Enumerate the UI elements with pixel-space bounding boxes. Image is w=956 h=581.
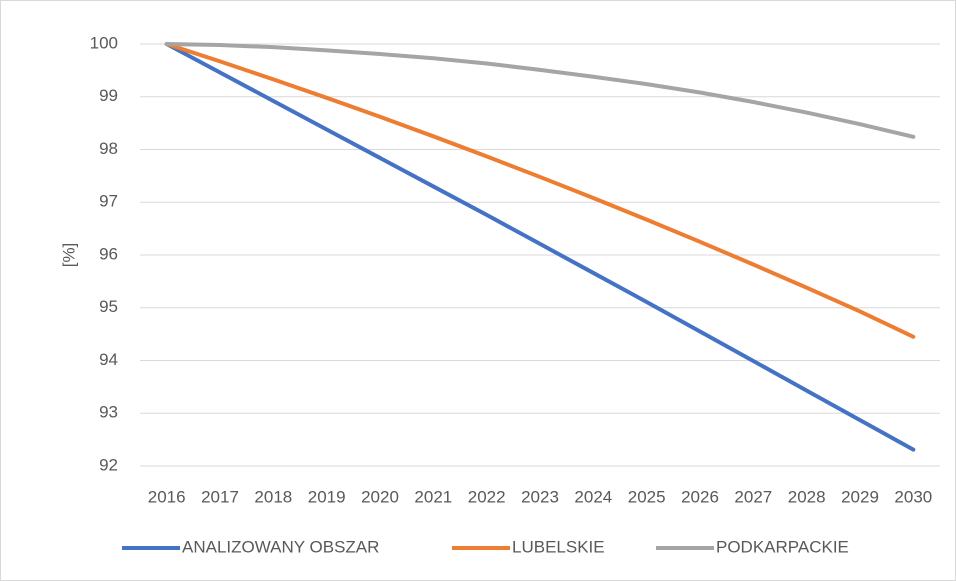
series-line [164, 42, 916, 339]
x-tick-label: 2030 [894, 487, 932, 506]
x-tick-label: 2019 [308, 487, 346, 506]
legend-label: LUBELSKIE [512, 537, 605, 556]
y-tick-label: 97 [99, 192, 118, 211]
x-tick-label: 2028 [788, 487, 826, 506]
y-tick-label: 98 [99, 139, 118, 158]
x-tick-label: 2026 [681, 487, 719, 506]
series-line [164, 42, 916, 452]
legend-label: ANALIZOWANY OBSZAR [182, 537, 379, 556]
x-tick-label: 2020 [361, 487, 399, 506]
y-tick-label: 96 [99, 244, 118, 263]
y-axis-label: [%] [59, 243, 78, 268]
x-tick-label: 2016 [148, 487, 186, 506]
legend-label: PODKARPACKIE [716, 537, 849, 556]
y-tick-label: 99 [99, 86, 118, 105]
x-tick-label: 2017 [201, 487, 239, 506]
y-tick-label: 95 [99, 297, 118, 316]
x-tick-label: 2022 [468, 487, 506, 506]
y-tick-label: 92 [99, 455, 118, 474]
x-tick-label: 2023 [521, 487, 559, 506]
x-tick-label: 2029 [841, 487, 879, 506]
y-tick-label: 93 [99, 403, 118, 422]
series-line [164, 42, 916, 139]
x-tick-label: 2025 [628, 487, 666, 506]
y-tick-label: 100 [90, 33, 118, 52]
y-tick-label: 94 [99, 350, 118, 369]
x-tick-label: 2021 [414, 487, 452, 506]
x-tick-label: 2027 [734, 487, 772, 506]
x-tick-label: 2024 [574, 487, 612, 506]
x-tick-label: 2018 [254, 487, 292, 506]
